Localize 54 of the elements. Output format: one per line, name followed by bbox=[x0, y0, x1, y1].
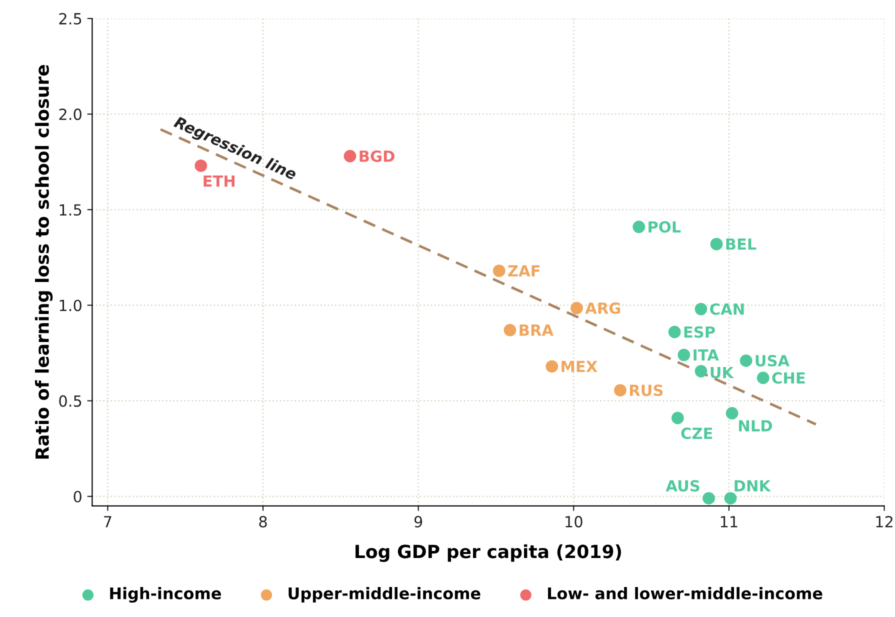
x-tick-label: 9 bbox=[414, 516, 422, 528]
point bbox=[546, 360, 558, 373]
point bbox=[740, 354, 752, 367]
data-label: ESP bbox=[684, 326, 715, 338]
x-tick-label: 10 bbox=[566, 516, 582, 528]
x-tick-label: 8 bbox=[259, 516, 267, 528]
x-tick-label: 12 bbox=[876, 516, 892, 528]
data-label: RUS bbox=[630, 384, 663, 396]
point bbox=[724, 492, 737, 505]
point bbox=[614, 384, 626, 397]
point bbox=[570, 302, 583, 314]
data-label: NLD bbox=[739, 420, 772, 432]
y-tick-label: 0 bbox=[74, 490, 82, 502]
point bbox=[668, 326, 681, 338]
data-label: BEL bbox=[726, 238, 756, 250]
point bbox=[694, 364, 708, 378]
legend-label: High-income bbox=[110, 587, 221, 603]
point bbox=[702, 492, 715, 505]
point bbox=[726, 407, 738, 420]
point bbox=[756, 372, 770, 384]
data-label: ITA bbox=[694, 349, 719, 361]
data-label: CAN bbox=[710, 303, 744, 315]
point bbox=[694, 302, 708, 316]
x-tick-label: 7 bbox=[104, 516, 112, 528]
data-label: AUS bbox=[666, 480, 700, 492]
data-label: ARG bbox=[585, 302, 620, 314]
y-tick-label: 1.5 bbox=[60, 204, 82, 216]
point bbox=[678, 348, 690, 362]
y-tick-label: 0.5 bbox=[59, 395, 82, 407]
y-tick-label: 2.5 bbox=[59, 12, 82, 25]
data-label: DNK bbox=[734, 480, 772, 492]
data-label: ETH bbox=[204, 175, 235, 187]
data-label: POL bbox=[648, 221, 681, 233]
point bbox=[710, 238, 723, 250]
point bbox=[671, 412, 684, 424]
legend-label: Low- and lower-middle-income bbox=[548, 587, 822, 600]
y-axis-title: Ratio of learning loss to school closure bbox=[34, 65, 53, 459]
data-label: BRA bbox=[520, 324, 554, 336]
data-label: BGD bbox=[360, 150, 394, 162]
x-axis-title: Log GDP per capita (2019) bbox=[356, 544, 622, 562]
y-tick-label: 2.0 bbox=[59, 108, 82, 120]
legend-label: Upper-middle-income bbox=[288, 587, 480, 602]
data-label: UK bbox=[710, 367, 734, 378]
x-tick-label: 11 bbox=[720, 516, 738, 528]
data-label: CZE bbox=[681, 428, 712, 440]
data-label: ZAF bbox=[508, 265, 540, 276]
data-label: MEX bbox=[562, 360, 598, 372]
data-label: CHE bbox=[772, 372, 805, 384]
y-tick-label: 1.0 bbox=[60, 300, 82, 312]
point bbox=[492, 264, 506, 278]
point bbox=[632, 220, 646, 234]
point bbox=[504, 324, 516, 336]
data-label: USA bbox=[756, 354, 790, 366]
point bbox=[344, 150, 356, 162]
